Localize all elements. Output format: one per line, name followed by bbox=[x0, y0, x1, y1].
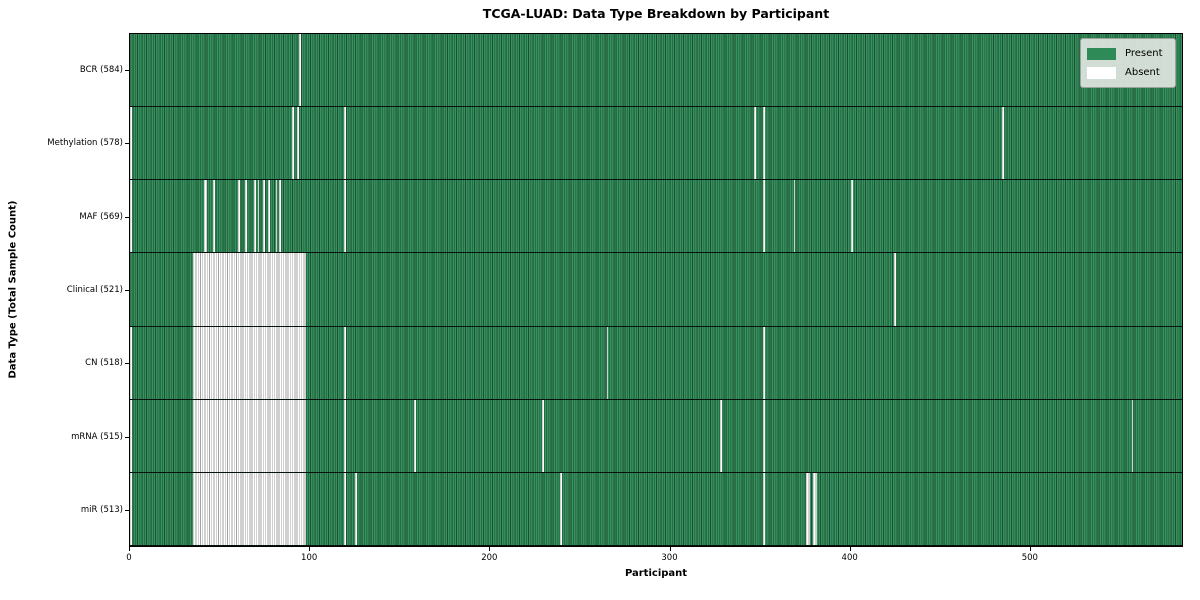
absent-stripe bbox=[762, 472, 765, 545]
absent-stripe bbox=[192, 472, 307, 545]
absent-stripe bbox=[343, 326, 346, 399]
y-tick-label-Clinical: Clinical (521) bbox=[66, 285, 123, 295]
absent-stripe bbox=[762, 107, 765, 180]
absent-stripe bbox=[354, 472, 357, 545]
x-tick-label-500: 500 bbox=[1021, 553, 1038, 563]
absent-stripe bbox=[762, 180, 765, 253]
legend: Present Absent bbox=[1080, 38, 1176, 88]
chart-title: TCGA-LUAD: Data Type Breakdown by Partic… bbox=[482, 6, 830, 21]
row-band-mRNA bbox=[130, 399, 1182, 473]
absent-stripe bbox=[254, 180, 256, 253]
x-axis-title: Participant bbox=[624, 568, 688, 579]
absent-stripe bbox=[813, 472, 817, 545]
absent-stripe bbox=[192, 253, 307, 326]
x-tick-label-0: 0 bbox=[126, 553, 132, 563]
absent-stripe bbox=[606, 326, 609, 399]
legend-present-label: Present bbox=[1125, 48, 1163, 59]
plot-area: Present Absent bbox=[129, 33, 1183, 547]
absent-stripe bbox=[762, 399, 765, 472]
absent-swatch-icon bbox=[1087, 66, 1116, 79]
absent-stripe bbox=[291, 107, 294, 180]
absent-stripe bbox=[212, 180, 215, 253]
absent-stripe bbox=[245, 180, 247, 253]
y-tick-mark bbox=[125, 290, 129, 291]
row-band-Clinical bbox=[130, 253, 1182, 327]
row-band-BCR bbox=[130, 34, 1182, 108]
absent-stripe bbox=[263, 180, 265, 253]
absent-stripe bbox=[192, 326, 307, 399]
x-tick-label-200: 200 bbox=[481, 553, 498, 563]
present-swatch-icon bbox=[1087, 47, 1116, 60]
x-tick-mark bbox=[129, 547, 130, 551]
absent-stripe bbox=[806, 472, 810, 545]
absent-stripe bbox=[754, 107, 756, 180]
absent-stripe bbox=[279, 180, 282, 253]
y-tick-label-Methylation: Methylation (578) bbox=[47, 138, 123, 149]
y-tick-label-miR: miR (513) bbox=[80, 505, 123, 516]
absent-stripe bbox=[851, 180, 853, 253]
absent-stripe bbox=[343, 399, 346, 472]
y-tick-label-mRNA: mRNA (515) bbox=[71, 431, 123, 442]
absent-stripe bbox=[268, 180, 271, 253]
absent-stripe bbox=[130, 326, 132, 399]
absent-stripe bbox=[275, 180, 278, 253]
y-tick-label-MAF: MAF (569) bbox=[79, 211, 123, 222]
row-band-miR bbox=[130, 472, 1182, 546]
legend-entry-absent: Absent bbox=[1087, 63, 1169, 82]
legend-entry-present: Present bbox=[1087, 44, 1169, 63]
y-tick-label-CN: CN (518) bbox=[85, 358, 123, 369]
absent-stripe bbox=[762, 326, 765, 399]
absent-stripe bbox=[343, 472, 346, 545]
absent-stripe bbox=[541, 399, 544, 472]
x-tick-mark bbox=[849, 547, 851, 551]
x-tick-label-300: 300 bbox=[661, 553, 678, 563]
y-tick-mark bbox=[125, 69, 129, 71]
row-band-MAF bbox=[130, 180, 1182, 254]
absent-stripe bbox=[299, 34, 301, 107]
y-tick-label-BCR: BCR (584) bbox=[79, 64, 123, 75]
absent-stripe bbox=[719, 399, 722, 472]
absent-stripe bbox=[343, 107, 346, 180]
y-tick-mark bbox=[125, 510, 129, 512]
absent-stripe bbox=[297, 107, 300, 180]
absent-stripe bbox=[192, 399, 307, 472]
y-tick-mark bbox=[125, 363, 129, 365]
absent-stripe bbox=[559, 472, 562, 545]
row-band-Methylation bbox=[130, 107, 1182, 181]
x-tick-mark bbox=[309, 547, 311, 551]
absent-stripe bbox=[1002, 107, 1004, 180]
absent-stripe bbox=[414, 399, 416, 472]
x-tick-mark bbox=[1029, 547, 1031, 551]
y-tick-mark bbox=[125, 436, 129, 438]
absent-stripe bbox=[237, 180, 240, 253]
x-tick-label-400: 400 bbox=[841, 553, 858, 563]
absent-stripe bbox=[257, 180, 260, 253]
x-tick-label-100: 100 bbox=[301, 553, 318, 563]
x-tick-mark bbox=[489, 547, 491, 551]
y-tick-mark bbox=[125, 143, 129, 145]
absent-stripe bbox=[894, 253, 897, 326]
absent-stripe bbox=[343, 180, 346, 253]
absent-stripe bbox=[793, 180, 796, 253]
absent-stripe bbox=[130, 107, 132, 180]
absent-stripe bbox=[203, 180, 208, 253]
row-band-CN bbox=[130, 326, 1182, 400]
legend-absent-label: Absent bbox=[1125, 67, 1160, 78]
absent-stripe bbox=[130, 180, 132, 253]
y-tick-mark bbox=[125, 216, 129, 218]
absent-stripe bbox=[130, 472, 132, 545]
x-tick-mark bbox=[669, 547, 671, 551]
absent-stripe bbox=[130, 399, 132, 472]
absent-stripe bbox=[1131, 399, 1134, 472]
